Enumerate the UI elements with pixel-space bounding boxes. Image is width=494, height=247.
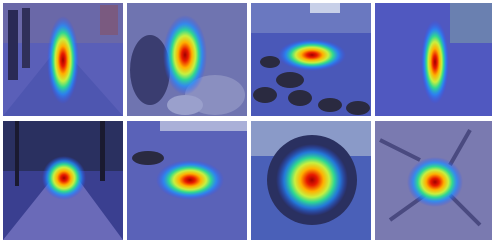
panel [375,121,492,240]
panel [251,121,371,240]
panel [3,3,123,116]
page: (() => { const data = JSON.parse(documen… [0,0,494,247]
panel [375,3,492,116]
panel [127,3,247,116]
panel [127,121,247,240]
panel [251,3,371,116]
panel [3,121,123,240]
heatmap-grid [0,0,494,247]
